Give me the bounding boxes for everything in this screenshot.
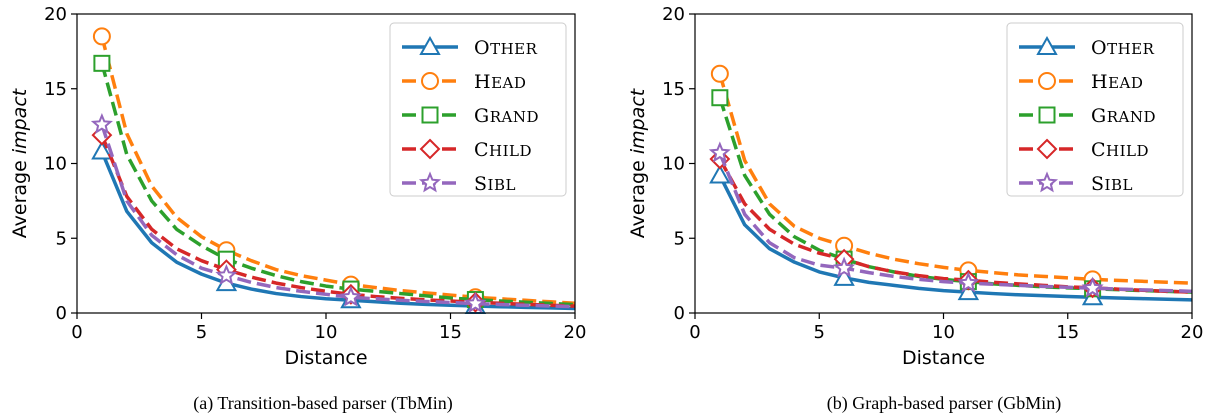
x-axis-label: Distance [284, 347, 367, 369]
figure-caption: (a) Transition-based parser (TbMin) [193, 393, 452, 414]
data-point-sibl [957, 271, 980, 293]
data-point-grand [93, 54, 111, 72]
legend-marker-grand [1038, 106, 1056, 124]
x-tick-label: 15 [439, 322, 462, 343]
legend: OTHER HEAD GRAND CHILD SIBL [1006, 22, 1184, 197]
data-point-other [833, 266, 855, 286]
x-tick-label: 20 [564, 322, 587, 343]
x-tick-label: 5 [814, 322, 825, 343]
legend-marker-head [1038, 72, 1056, 90]
y-tick-label: 0 [674, 303, 685, 324]
data-point-grand [711, 89, 729, 107]
data-point-other [709, 164, 731, 184]
data-point-sibl [215, 264, 238, 286]
panel-graph-based: 0 5 10 15 20 0 5 10 15 20 Distance Average impact OT… [627, 4, 1203, 414]
y-axis-label: Average impact [9, 87, 31, 238]
x-tick-label: 10 [932, 322, 955, 343]
x-axis-label: Distance [902, 347, 985, 369]
legend-marker-child [419, 138, 441, 160]
series-sibl [708, 141, 1193, 298]
y-axis-label: Average impact [627, 87, 649, 238]
series-line-sibl [100, 124, 576, 309]
series-sibl [90, 113, 576, 313]
legend-label-grand: GRAND [1091, 105, 1156, 127]
y-tick-label: 15 [44, 79, 67, 100]
y-tick-label: 20 [662, 4, 685, 25]
series-line-grand [100, 62, 576, 307]
x-tick-label: 5 [196, 322, 207, 343]
legend-marker-other [1036, 35, 1058, 55]
data-point-other [91, 140, 113, 160]
legend-label-sibl: SIBL [1091, 173, 1133, 195]
data-point-sibl [464, 291, 487, 313]
y-tick-label: 20 [44, 4, 67, 25]
series-line-other [100, 150, 576, 311]
y-tick-label: 5 [56, 228, 67, 249]
data-point-head [710, 64, 729, 83]
y-tick-label: 5 [674, 228, 685, 249]
legend-marker-grand [421, 106, 439, 124]
data-point-other [957, 281, 980, 301]
x-tick-label: 20 [1181, 322, 1204, 343]
series-line-head [718, 73, 1193, 285]
data-point-sibl [833, 256, 856, 278]
legend-marker-other [419, 35, 441, 55]
x-tick-label: 0 [71, 322, 82, 343]
legend-label-other: OTHER [1091, 37, 1155, 59]
x-tick-label: 15 [1056, 322, 1079, 343]
legend: OTHER HEAD GRAND CHILD SIBL [389, 22, 567, 197]
data-point-head [92, 27, 111, 46]
x-tick-label: 0 [689, 322, 700, 343]
legend-label-head: HEAD [474, 71, 526, 93]
legend-marker-child [1036, 138, 1058, 160]
x-tick-label: 10 [315, 322, 338, 343]
series-line-other [718, 174, 1193, 302]
legend-label-other: OTHER [474, 37, 538, 59]
y-tick-label: 10 [662, 154, 685, 175]
legend-marker-sibl [1035, 171, 1059, 193]
y-tick-label: 0 [56, 303, 67, 324]
panel-transition-based: 0 5 10 15 20 0 5 10 15 20 Distance Average impact OT… [9, 4, 586, 414]
legend-marker-sibl [418, 171, 442, 193]
legend-marker-head [421, 72, 439, 90]
legend-label-child: CHILD [474, 139, 532, 161]
series-line-child [718, 158, 1193, 294]
data-point-sibl [708, 141, 731, 163]
legend-label-child: CHILD [1091, 139, 1149, 161]
data-point-sibl [90, 113, 113, 135]
legend-label-sibl: SIBL [474, 173, 516, 195]
series-line-head [100, 35, 576, 306]
figure-caption: (b) Graph-based parser (GbMin) [827, 393, 1061, 414]
y-tick-label: 10 [44, 154, 67, 175]
y-tick-label: 15 [662, 79, 685, 100]
data-point-sibl [1081, 276, 1104, 298]
data-point-sibl [339, 285, 362, 307]
legend-label-grand: GRAND [474, 105, 539, 127]
legend-label-head: HEAD [1091, 71, 1143, 93]
